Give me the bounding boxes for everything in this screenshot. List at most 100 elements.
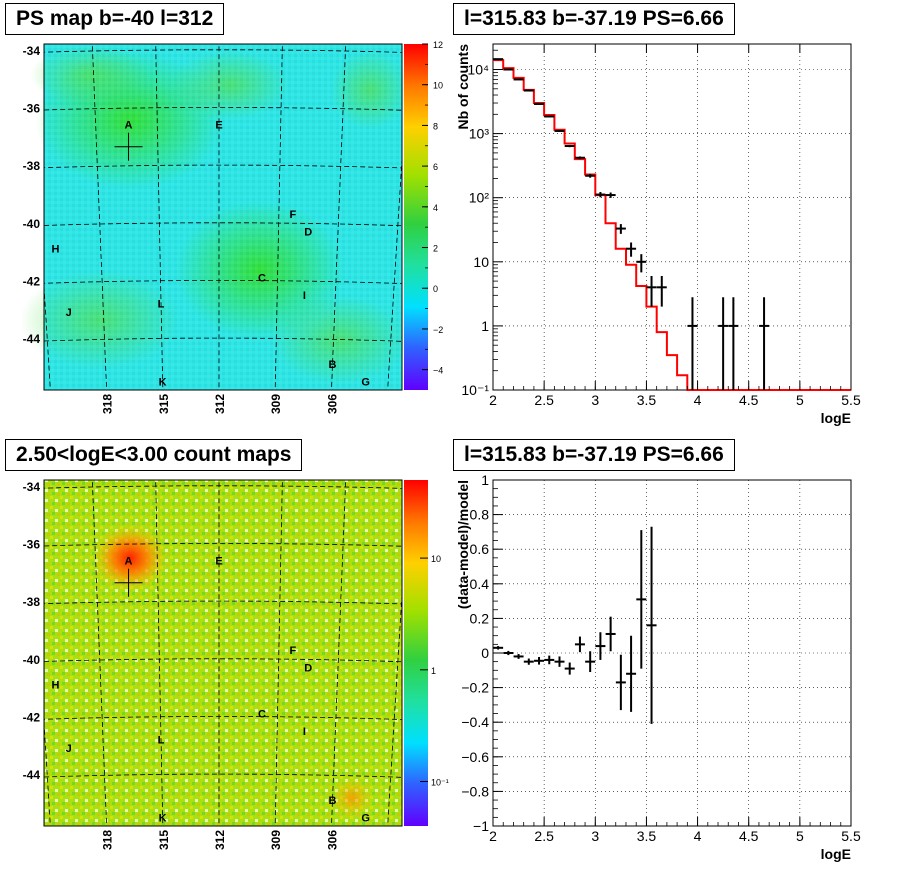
residual-ylabel: (data-model)/model [455,480,471,609]
x-tick-label: 5.5 [841,828,861,844]
x-tick-label: 3.5 [637,392,657,408]
data-point [646,276,657,307]
spectrum-ylabel: Nb of counts [455,44,471,130]
parallel-line [44,485,402,489]
colorbar-tick-label: 1 [431,666,436,676]
y-tick-label: 0.6 [470,541,490,557]
data-point [554,129,565,132]
x-tick-label: 315 [157,830,171,850]
meridian-line [155,480,164,826]
data-point [595,192,606,198]
meridian-line [91,44,108,390]
y-tick-label: 1 [481,318,489,334]
x-tick-label: 4 [694,392,702,408]
y-tick-label: 0.2 [470,610,490,626]
data-point [759,297,770,390]
parallel-line [44,49,402,53]
colorbar-tick-label: 2 [433,244,438,254]
parallel-line [44,280,402,284]
y-tick-label: -42 [23,274,41,288]
y-tick-label: -40 [23,217,41,231]
source-label-g: G [361,812,370,824]
spectrum-title: l=315.83 b=-37.19 PS=6.66 [453,3,735,35]
parallel-line [44,716,402,720]
source-label-a: A [125,556,133,568]
data-point [574,156,585,160]
x-tick-label: 4 [694,828,702,844]
residual-plot: 2 2.5 3 3.5 4 4.5 5 5.5 −1 −0.8 −0.6 −0.4 −0.2 0 0.2 0… [455,472,861,862]
y-tick-label: -38 [23,595,41,609]
ps-map-panel: PS map b=-40 l=312 [0,0,449,436]
residual-point [544,655,555,665]
data-point [718,297,729,390]
data-point [534,102,545,105]
x-tick-label: 318 [101,830,115,850]
source-label-d: D [304,662,312,674]
y-tick-label: 10³ [469,126,490,142]
data-point [656,276,667,307]
x-tick-label: 3.5 [637,828,657,844]
count-map-plot: A E FD H C I J L B K G -34 -36 -38 -40 -42 -44 318 315 31… [23,479,449,850]
residual-point [595,632,606,660]
source-label-g: G [361,376,370,388]
source-label-f: F [289,209,296,221]
y-tick-label: −0.6 [461,749,489,765]
meridian-line [155,44,164,390]
x-tick-label: 309 [269,394,283,414]
source-label-h: H [51,680,59,692]
y-tick-label: −1 [473,818,489,834]
x-tick-label: 2 [489,828,497,844]
residual-point [636,530,647,669]
data-point [544,115,555,118]
residual-point [503,650,514,656]
colorbar-tick-label: −4 [433,366,443,376]
y-tick-label: -40 [23,653,41,667]
parallel-line [44,107,402,111]
parallel-line [44,164,402,169]
y-tick-label: 0.4 [470,576,490,592]
data-point [503,68,514,71]
x-tick-label: 318 [101,394,115,414]
source-label-k: K [159,812,167,824]
residual-point [605,616,616,652]
source-label-h: H [51,244,59,256]
y-tick-label: -34 [23,480,41,494]
data-point [564,144,575,148]
parallel-line [44,543,402,547]
y-tick-label: -38 [23,159,41,173]
spectrum-plot: 2 2.5 3 3.5 4 4.5 5 5.5 10⁻¹ 1 10 10² 10³ 10⁴ logE N… [455,43,861,426]
y-tick-label: -42 [23,710,41,724]
source-label-i: I [303,726,306,738]
data-point [605,192,616,198]
meridian-line [274,44,283,390]
count-map-colorbar [404,480,428,826]
x-tick-label: 5.5 [841,392,861,408]
source-label-b: B [329,359,337,371]
x-tick-label: 3 [591,392,599,408]
data-point [687,297,698,390]
source-label-c: C [258,273,266,285]
residual-point [626,635,637,712]
source-label-l: L [158,735,165,747]
y-tick-label: −0.8 [461,783,489,799]
source-label-j: J [66,307,72,319]
ps-map-colorbar [404,44,428,390]
residual-point [513,654,524,659]
data-point [626,242,637,257]
residual-point [493,646,504,650]
y-tick-label: 10⁴ [467,62,489,78]
residual-title: l=315.83 b=-37.19 PS=6.66 [453,439,735,471]
x-tick-label: 312 [213,394,227,414]
colorbar-tick-label: −2 [433,325,443,335]
parallel-line [44,600,402,605]
source-label-c: C [258,709,266,721]
ps-map-title: PS map b=-40 l=312 [5,3,225,35]
colorbar-tick-label: 4 [433,203,438,213]
residual-point [523,658,534,665]
data-point [513,78,524,81]
x-tick-label: 5 [796,828,804,844]
meridian-line [44,280,51,390]
source-label-d: D [304,226,312,238]
data-point [615,224,626,234]
meridian-line [387,587,402,826]
